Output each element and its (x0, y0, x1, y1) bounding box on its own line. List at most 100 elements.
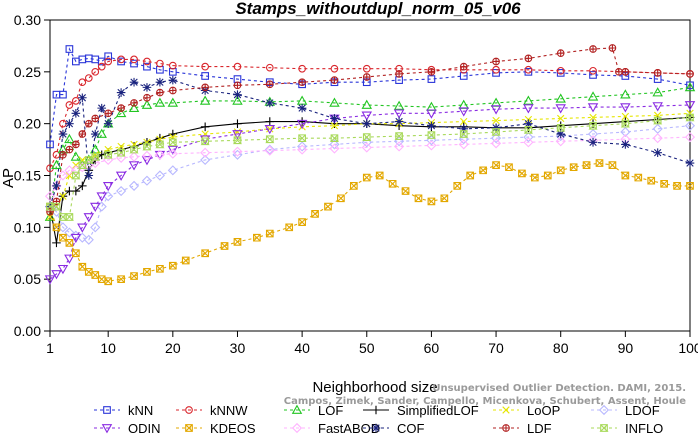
data-point (200, 137, 210, 146)
data-point (104, 57, 113, 66)
legend-item: KDEOS (176, 421, 256, 434)
x-axis-label: Neighborhood size (312, 379, 437, 396)
data-point (264, 125, 276, 135)
data-point (652, 102, 663, 112)
series-FastABOD (44, 132, 696, 202)
data-point (91, 67, 100, 76)
series-line (49, 104, 691, 280)
data-point (156, 88, 164, 97)
data-point (129, 145, 139, 154)
data-point (130, 99, 138, 107)
data-point (492, 69, 500, 77)
data-point (555, 104, 566, 114)
data-point (117, 55, 125, 64)
data-point (427, 121, 436, 131)
data-point (458, 107, 469, 117)
series-line (49, 125, 691, 241)
data-point (589, 113, 597, 122)
data-point (621, 68, 630, 76)
data-point (104, 52, 113, 61)
data-point (78, 55, 87, 64)
data-point (673, 182, 681, 190)
data-point (58, 129, 68, 139)
data-point (156, 59, 164, 68)
data-point (401, 187, 410, 195)
data-point (653, 148, 662, 157)
data-point (361, 111, 373, 121)
data-point (330, 122, 339, 130)
legend-item: kNN (94, 403, 153, 418)
data-point (102, 182, 114, 192)
legend-item: FastABOD (284, 421, 380, 434)
legend-label: COF (397, 421, 425, 434)
data-point (555, 136, 566, 147)
data-point (181, 256, 190, 265)
data-point (621, 140, 630, 149)
series-LoOP (46, 109, 694, 221)
data-point (115, 171, 127, 181)
data-point (599, 424, 609, 432)
data-point (142, 83, 152, 92)
data-point (371, 423, 381, 433)
data-point (71, 109, 81, 118)
plot-area (44, 44, 696, 286)
data-point (233, 90, 242, 99)
data-point (394, 141, 405, 152)
data-point (589, 45, 597, 53)
data-point (90, 144, 101, 154)
data-point (156, 264, 164, 273)
data-point (652, 133, 663, 144)
legend-label: FastABOD (318, 421, 380, 434)
data-point (143, 268, 151, 276)
data-point (64, 227, 75, 238)
data-point (298, 218, 306, 226)
legend-item: kNNW (176, 403, 248, 418)
data-point (90, 222, 101, 233)
data-point (524, 119, 533, 128)
data-point (90, 202, 101, 213)
data-point (59, 233, 67, 242)
data-point (362, 133, 372, 141)
data-point (264, 144, 275, 155)
data-point (141, 175, 153, 186)
data-point (52, 181, 61, 191)
data-point (233, 62, 242, 71)
data-point (115, 107, 127, 118)
legend-item: ODIN (94, 421, 161, 434)
data-point (65, 119, 74, 128)
data-point (65, 239, 74, 247)
data-point (71, 186, 81, 196)
data-point (608, 161, 617, 169)
data-point (684, 101, 696, 111)
data-point (291, 404, 303, 414)
data-point (620, 89, 631, 99)
data-point (77, 161, 87, 169)
legend-item: LoOP (493, 403, 560, 418)
data-point (479, 166, 487, 175)
data-point (291, 422, 303, 434)
data-point (116, 88, 126, 97)
data-point (154, 97, 166, 107)
data-point (685, 158, 695, 168)
data-point (44, 275, 56, 285)
data-point (427, 68, 436, 76)
legend: kNN kNNW LOF SimplifiedLOF LoOP LDOF ODIN KDEOS… (94, 403, 663, 434)
data-point (44, 191, 56, 202)
data-point (361, 99, 373, 109)
data-point (492, 65, 500, 74)
data-point (167, 145, 179, 156)
data-point (491, 123, 501, 133)
legend-item: LDF (493, 421, 552, 434)
data-point (264, 145, 275, 156)
data-point (684, 81, 696, 92)
data-point (426, 109, 437, 119)
data-point (141, 156, 153, 166)
data-point (200, 122, 210, 132)
legend-label: kNN (128, 403, 153, 418)
series-line (49, 136, 691, 197)
data-point (523, 126, 534, 134)
data-point (298, 64, 306, 73)
data-point (556, 129, 566, 139)
legend-label: LDF (527, 421, 552, 434)
data-point (200, 154, 211, 166)
